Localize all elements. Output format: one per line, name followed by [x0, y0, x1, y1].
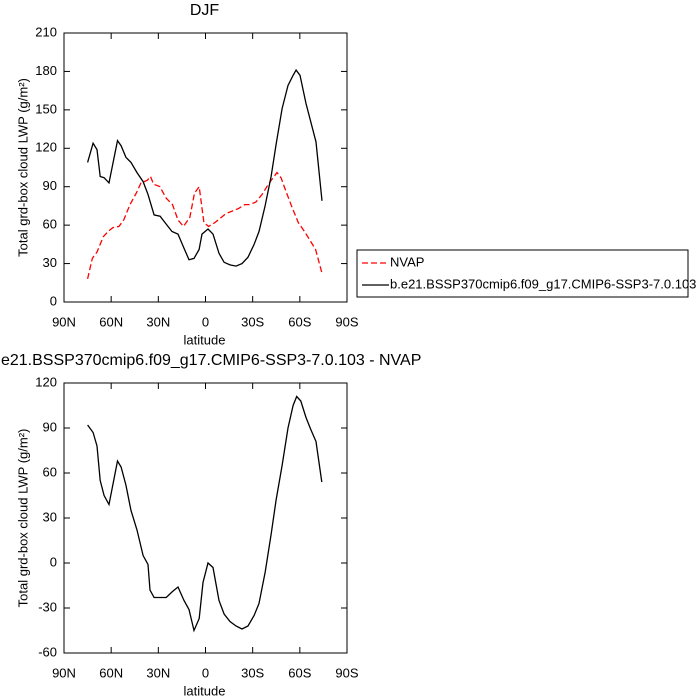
y-tick-label: 30	[43, 255, 57, 270]
x-tick-label: 0	[202, 665, 209, 680]
y-tick-label: -60	[38, 644, 57, 659]
legend-label: b.e21.BSSP370cmip6.f09_g17.CMIP6-SSP3-7.…	[390, 276, 696, 291]
x-tick-label: 30N	[146, 665, 170, 680]
plot-frame	[63, 382, 348, 654]
x-tick-label: 60S	[288, 665, 311, 680]
x-axis-label: latitude	[184, 683, 226, 698]
chart-title: DJF	[190, 2, 220, 19]
x-tick-label: 60S	[288, 314, 311, 329]
y-tick-label: 60	[43, 217, 57, 232]
y-axis-label: Total grd-box cloud LWP (g/m²)	[15, 78, 30, 257]
y-tick-label: 90	[43, 178, 57, 193]
legend-box	[356, 249, 689, 298]
x-tick-label: 90S	[335, 665, 358, 680]
x-tick-label: 60N	[99, 665, 123, 680]
y-tick-label: 0	[50, 554, 57, 569]
data-line	[86, 171, 323, 280]
x-tick-label: 30N	[146, 314, 170, 329]
y-tick-label: -30	[38, 599, 57, 614]
data-line	[86, 68, 323, 267]
y-tick-label: 90	[43, 419, 57, 434]
y-tick-label: 120	[35, 140, 57, 155]
chart-title: b.e21.BSSP370cmip6.f09_g17.CMIP6-SSP3-7.…	[0, 352, 421, 369]
x-tick-label: 0	[202, 314, 209, 329]
x-tick-label: 90S	[335, 314, 358, 329]
y-tick-label: 150	[35, 101, 57, 116]
plot-frame	[63, 32, 348, 303]
y-axis-label: Total grd-box cloud LWP (g/m²)	[15, 429, 30, 608]
y-tick-label: 120	[35, 374, 57, 389]
y-tick-label: 0	[50, 293, 57, 308]
x-tick-label: 60N	[99, 314, 123, 329]
legend-label: NVAP	[390, 254, 424, 269]
x-tick-label: 30S	[241, 314, 264, 329]
y-tick-label: 30	[43, 509, 57, 524]
y-tick-label: 180	[35, 63, 57, 78]
y-tick-label: 210	[35, 24, 57, 39]
x-tick-label: 90N	[52, 665, 76, 680]
x-tick-label: 90N	[52, 314, 76, 329]
data-line	[87, 395, 323, 633]
y-tick-label: 60	[43, 464, 57, 479]
x-axis-label: latitude	[184, 332, 226, 347]
x-tick-label: 30S	[241, 665, 264, 680]
